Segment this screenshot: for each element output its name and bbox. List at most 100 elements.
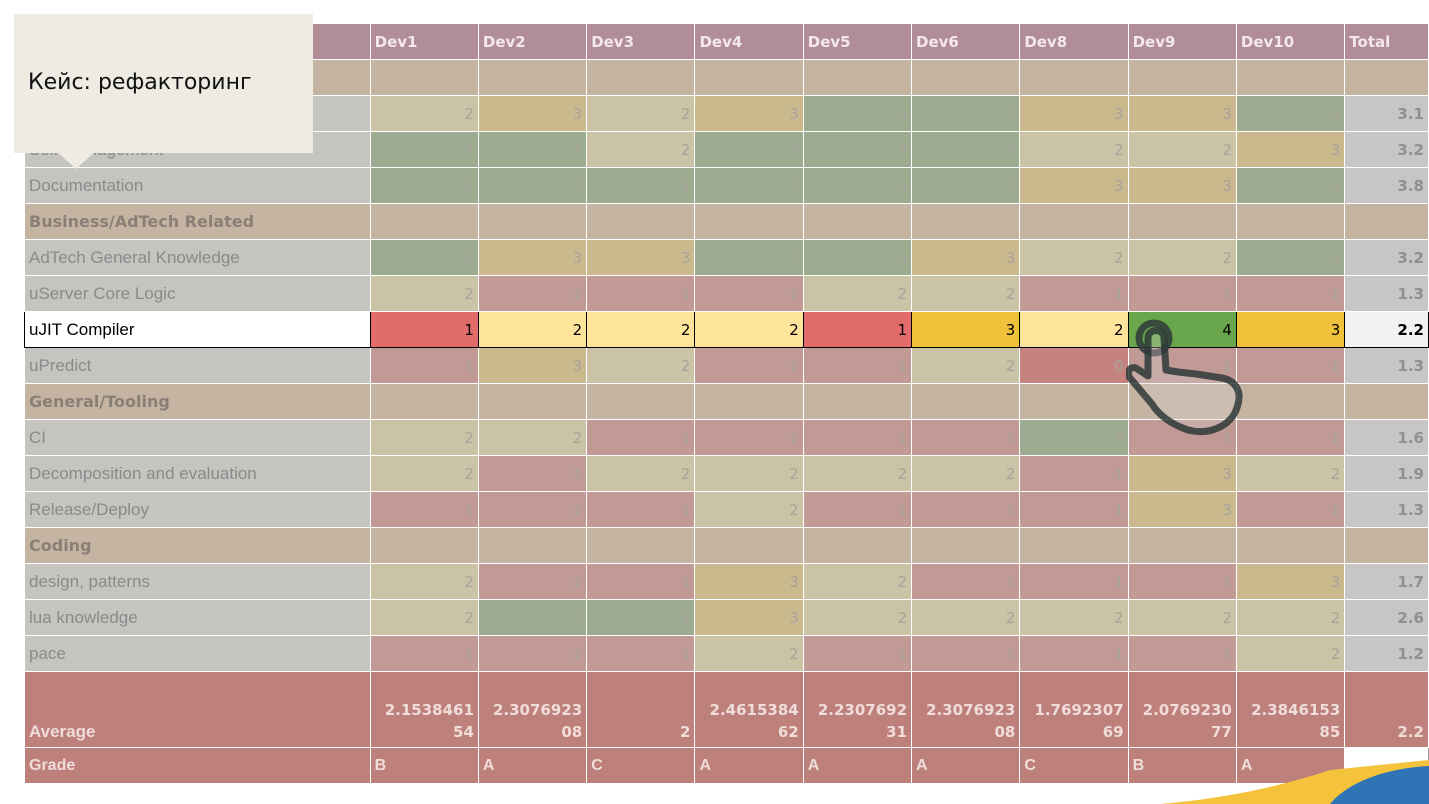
score-cell: 2 <box>477 311 588 348</box>
grade-cell: A <box>802 747 913 784</box>
score-cell: 1 <box>1019 491 1129 528</box>
header-dev: Dev5 <box>802 23 913 60</box>
header-dev: Dev3 <box>586 23 696 60</box>
skills-matrix-table: Dev1 Dev2 Dev3 Dev4 Dev5 Dev6 Dev8 Dev9 Dev10 Tot… <box>24 23 1429 784</box>
section-cell <box>586 203 696 240</box>
score-cell: 2 <box>694 635 804 672</box>
section-cell <box>1344 203 1429 240</box>
score-cell: 1 <box>369 347 479 384</box>
score-cell: 4 <box>477 167 588 204</box>
score-cell: 2 <box>369 419 479 456</box>
table-row: uServer Core Logic 2 1 1 1 2 2 1 1 1 1.3 <box>24 275 1429 312</box>
score-cell: 4 <box>911 131 1021 168</box>
table-row: lua knowledge 2 4 4 3 2 2 2 2 2 2.6 <box>24 599 1429 636</box>
row-label: pace <box>24 635 371 672</box>
score-cell: 2 <box>802 563 913 600</box>
score-cell: 4 <box>911 167 1021 204</box>
section-cell <box>1235 59 1346 96</box>
score-cell: 1 <box>1019 455 1129 492</box>
score-cell: 2 <box>369 563 479 600</box>
score-cell: 3 <box>1019 167 1129 204</box>
score-cell: 4 <box>1235 239 1346 276</box>
score-cell: 2 <box>586 95 696 132</box>
header-total: Total <box>1344 23 1429 60</box>
section-cell <box>586 527 696 564</box>
score-cell: 4 <box>694 131 804 168</box>
grade-cell: C <box>1019 747 1129 784</box>
score-cell: 2 <box>1019 311 1129 348</box>
section-row: General/Tooling <box>24 383 1429 420</box>
section-cell <box>911 59 1021 96</box>
section-cell <box>911 203 1021 240</box>
score-cell: 4 <box>1235 167 1346 204</box>
score-cell: 1 <box>1235 491 1346 528</box>
section-cell <box>477 203 588 240</box>
score-cell: 1 <box>477 491 588 528</box>
average-cell: 2.307692308 <box>477 671 588 748</box>
score-cell: 3 <box>1127 455 1237 492</box>
score-cell: 2 <box>911 599 1021 636</box>
row-total: 1.7 <box>1344 563 1429 600</box>
row-label: Release/Deploy <box>24 491 371 528</box>
section-cell <box>802 383 913 420</box>
row-total: 3.2 <box>1344 131 1429 168</box>
average-cell: 2.076923077 <box>1127 671 1237 748</box>
score-cell: 1 <box>911 563 1021 600</box>
average-cell: 2.461538462 <box>694 671 804 748</box>
average-cell: 1.769230769 <box>1019 671 1129 748</box>
score-cell: 2 <box>586 347 696 384</box>
table-row: design, patterns 2 1 1 3 2 1 1 1 3 1.7 <box>24 563 1429 600</box>
grade-cell: A <box>911 747 1021 784</box>
row-total: 3.1 <box>1344 95 1429 132</box>
score-cell: 2 <box>1019 239 1129 276</box>
header-dev: Dev4 <box>694 23 804 60</box>
section-cell <box>586 383 696 420</box>
grade-label: Grade <box>24 747 371 784</box>
score-cell: 4 <box>369 131 479 168</box>
score-cell: 1 <box>802 419 913 456</box>
score-cell: 2 <box>694 491 804 528</box>
score-cell: 4 <box>586 167 696 204</box>
table-row: AdTech General Knowledge 4 3 3 4 4 3 2 2 4 3.2 <box>24 239 1429 276</box>
section-cell <box>1127 59 1237 96</box>
score-cell: 3 <box>1019 95 1129 132</box>
score-cell: 2 <box>802 599 913 636</box>
header-dev: Dev6 <box>911 23 1021 60</box>
table-row: Decomposition and evaluation 2 1 2 2 2 2 1 3 2 1.9 <box>24 455 1429 492</box>
score-cell: 3 <box>911 311 1021 348</box>
average-cell: 2.307692308 <box>911 671 1021 748</box>
score-cell: 3 <box>694 95 804 132</box>
section-cell <box>1019 527 1129 564</box>
score-cell: 2 <box>586 131 696 168</box>
score-cell: 2 <box>369 275 479 312</box>
grade-cell: A <box>694 747 804 784</box>
section-cell <box>369 383 479 420</box>
score-cell: 1 <box>802 491 913 528</box>
section-row: Coding <box>24 527 1429 564</box>
table-row: 2 3 2 3 4 4 3 3 4 3.1 <box>24 95 1429 132</box>
row-total: 2.2 <box>1344 311 1429 348</box>
score-cell: 2 <box>586 311 696 348</box>
grade-cell: C <box>586 747 696 784</box>
grade-cell: B <box>1127 747 1237 784</box>
score-cell: 1 <box>477 455 588 492</box>
score-cell: 1 <box>369 491 479 528</box>
section-row: Business/AdTech Related <box>24 203 1429 240</box>
score-cell: 1 <box>911 491 1021 528</box>
row-label: Documentation <box>24 167 371 204</box>
section-cell <box>369 203 479 240</box>
section-label: Business/AdTech Related <box>24 203 371 240</box>
score-cell: 1 <box>694 419 804 456</box>
section-cell <box>1127 527 1237 564</box>
score-cell: 3 <box>694 599 804 636</box>
row-label: uJIT Compiler <box>24 311 371 348</box>
score-cell: 3 <box>1127 95 1237 132</box>
score-cell: 1 <box>802 635 913 672</box>
table-row: pace 1 1 1 2 1 1 1 1 2 1.2 <box>24 635 1429 672</box>
header-dev: Dev9 <box>1127 23 1237 60</box>
score-cell: 1 <box>477 635 588 672</box>
score-cell: 1 <box>911 635 1021 672</box>
row-total: 1.2 <box>1344 635 1429 672</box>
score-cell: 1 <box>1019 563 1129 600</box>
score-cell: 2 <box>369 95 479 132</box>
